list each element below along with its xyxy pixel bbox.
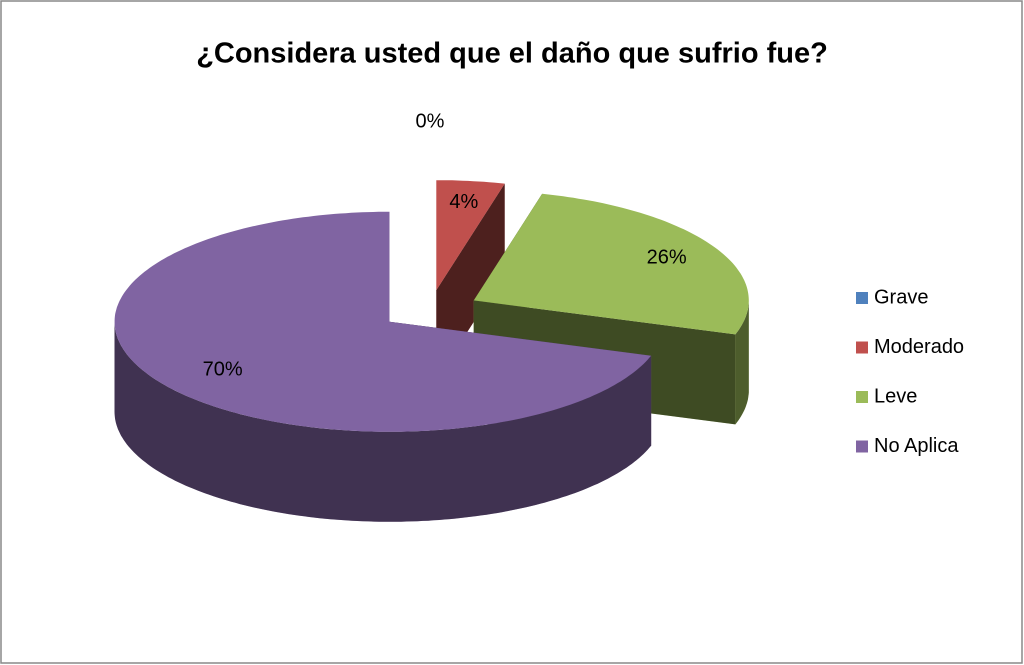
legend-swatch bbox=[856, 440, 868, 453]
data-label: 0% bbox=[416, 110, 445, 132]
chart-title: ¿Considera usted que el daño que sufrio … bbox=[196, 38, 828, 70]
legend-swatch bbox=[856, 391, 868, 403]
slice bbox=[436, 180, 505, 291]
data-label: 4% bbox=[449, 191, 478, 213]
slice bbox=[114, 211, 652, 432]
data-label: 70% bbox=[203, 359, 243, 381]
slice bbox=[473, 193, 749, 335]
legend-swatch bbox=[856, 341, 868, 354]
slice-side-shade bbox=[735, 300, 749, 425]
legend-label: No Aplica bbox=[874, 435, 959, 457]
legend-label: Grave bbox=[874, 286, 928, 308]
data-label: 26% bbox=[647, 246, 687, 268]
legend-label: Moderado bbox=[874, 336, 964, 358]
slice-side-shade bbox=[114, 321, 652, 522]
legend-swatch bbox=[856, 292, 868, 304]
legend-label: Leve bbox=[874, 385, 917, 407]
